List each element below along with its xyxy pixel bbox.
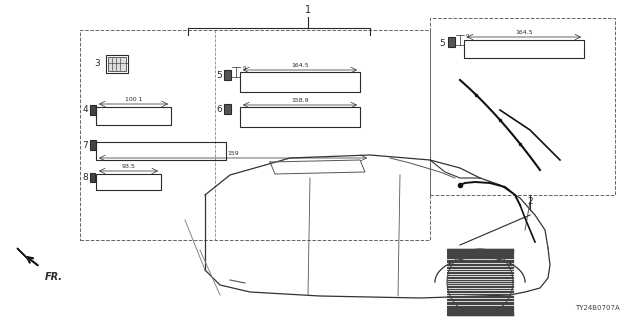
Bar xyxy=(96,107,171,125)
Text: 159: 159 xyxy=(227,151,239,156)
Text: 8: 8 xyxy=(83,173,88,182)
Bar xyxy=(240,72,360,92)
Bar xyxy=(448,37,455,47)
Bar xyxy=(90,173,95,182)
Text: 9: 9 xyxy=(466,34,470,38)
Text: 164.5: 164.5 xyxy=(291,63,309,68)
Bar xyxy=(90,140,96,150)
Text: FR.: FR. xyxy=(45,272,63,282)
Text: 5: 5 xyxy=(216,70,222,79)
Text: 93.5: 93.5 xyxy=(122,164,136,169)
Bar xyxy=(90,105,96,115)
Bar xyxy=(96,142,226,160)
Text: 100 1: 100 1 xyxy=(125,97,142,102)
Text: 2: 2 xyxy=(527,197,533,206)
Text: 9: 9 xyxy=(243,66,246,70)
Bar xyxy=(464,40,584,58)
Bar xyxy=(108,57,126,71)
Text: 1: 1 xyxy=(305,5,311,15)
Bar xyxy=(430,18,615,195)
Bar xyxy=(80,30,430,240)
Bar xyxy=(224,104,231,114)
Text: TY24B0707A: TY24B0707A xyxy=(575,305,620,311)
Bar xyxy=(240,107,360,127)
Bar xyxy=(224,70,231,80)
Text: 4: 4 xyxy=(83,106,88,115)
Text: 7: 7 xyxy=(83,140,88,149)
Text: 3: 3 xyxy=(94,59,100,68)
Text: 164.5: 164.5 xyxy=(515,30,533,35)
Polygon shape xyxy=(17,248,29,260)
Bar xyxy=(96,174,161,190)
Bar xyxy=(106,55,128,73)
Text: 6: 6 xyxy=(216,106,222,115)
Text: 5: 5 xyxy=(439,38,445,47)
Text: 158.9: 158.9 xyxy=(291,98,309,103)
